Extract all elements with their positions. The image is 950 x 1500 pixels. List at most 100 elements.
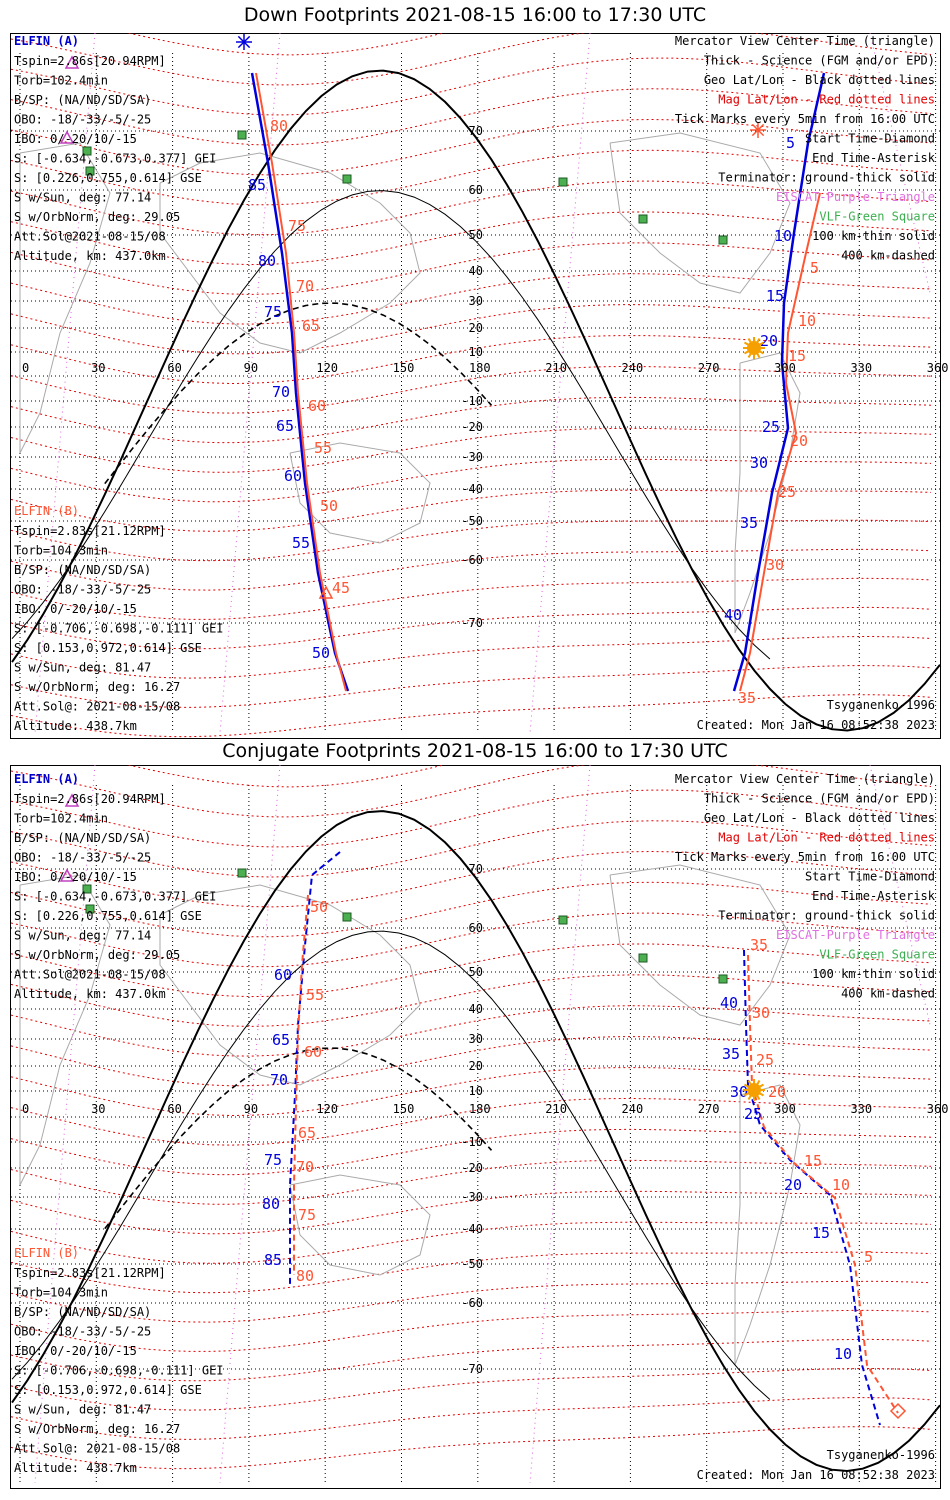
lon-tick-label: 330 — [850, 361, 872, 375]
elfin-b-info-line: Tspin=2.83s[21.12RPM] — [14, 1266, 166, 1280]
lon-tick-label: 150 — [393, 361, 415, 375]
mag-latitude-line — [10, 427, 932, 473]
svg-text:35: 35 — [738, 689, 756, 707]
map-frame — [10, 765, 941, 1489]
terminator-400km — [104, 1047, 493, 1230]
elfin-b-info-line: S: [-0.706,-0.698,-0.111] GEI — [14, 622, 224, 636]
lat-tick-label: -50 — [461, 1257, 483, 1271]
elfin-a-info-line: Att.Sol@2021-08-15/08 — [14, 968, 166, 982]
mag-latitude-line — [10, 519, 932, 562]
vlf-station-square — [342, 174, 352, 184]
coastline — [159, 884, 421, 1086]
legend-entry: VLF-Green Square — [819, 948, 935, 962]
end-time-asterisk-b — [750, 122, 766, 138]
svg-text:70: 70 — [270, 1071, 288, 1089]
created-timestamp: Created: Mon Jan 16 08:52:38 2023 — [697, 1468, 935, 1482]
vlf-station-square — [342, 912, 352, 922]
lat-tick-label: -40 — [461, 1222, 483, 1236]
elfin-a-info-line: Torb=102.4min — [14, 74, 108, 88]
lon-tick-label: 240 — [622, 1102, 644, 1116]
lat-tick-label: -50 — [461, 514, 483, 528]
lat-tick-label: -70 — [461, 1362, 483, 1376]
lat-tick-label: 30 — [469, 294, 483, 308]
lon-tick-label: 240 — [622, 361, 644, 375]
vlf-station-square — [718, 235, 728, 245]
svg-text:30: 30 — [730, 1083, 748, 1101]
mag-meridian-line — [219, 33, 281, 734]
elfin-a-info-line: Tspin=2.86s[20.94RPM] — [14, 54, 166, 68]
elfin-b-info-line: S w/Sun, deg: 81.47 — [14, 661, 151, 675]
lat-tick-label: 50 — [469, 965, 483, 979]
lon-tick-label: 60 — [167, 361, 181, 375]
lon-tick-label: 210 — [545, 1102, 567, 1116]
svg-text:80: 80 — [270, 117, 288, 135]
lat-tick-label: -70 — [461, 616, 483, 630]
elfin-a-info-line: IBO: 0/-20/10/-15 — [14, 132, 137, 146]
eiscat-triangle — [59, 868, 75, 882]
mag-latitude-line — [10, 912, 932, 968]
asterisk-stroke — [237, 35, 251, 49]
mag-latitude-line — [10, 1097, 932, 1146]
model-label: Tsyganenko-1996 — [827, 1448, 935, 1462]
elfin-a-info-line: Altitude, km: 437.0km — [14, 987, 166, 1001]
mag-latitude-line — [10, 789, 932, 848]
mag-latitude-line — [10, 548, 932, 591]
elfin-b-info-line: Torb=104.3min — [14, 544, 108, 558]
elfin-a-conjugate-track-east — [743, 949, 881, 1426]
svg-text:85: 85 — [264, 1251, 282, 1269]
lat-tick-label: 10 — [469, 345, 483, 359]
lon-tick-label: 60 — [167, 1102, 181, 1116]
end-time-asterisk-a — [236, 34, 252, 50]
elfin-a-track-east — [732, 72, 826, 692]
svg-text:60: 60 — [274, 966, 292, 984]
mag-latitude-line — [10, 396, 932, 444]
lat-tick-label: 50 — [469, 228, 483, 242]
lon-tick-label: 30 — [91, 1102, 105, 1116]
svg-text:30: 30 — [752, 1004, 770, 1022]
mag-meridian-line — [34, 33, 96, 734]
lat-tick-label: 10 — [469, 1084, 483, 1098]
svg-text:65: 65 — [298, 1124, 316, 1142]
coastline — [609, 132, 791, 294]
lon-tick-label: 0 — [22, 1102, 29, 1116]
legend-entry: Start Time-Diamond — [805, 132, 935, 146]
lat-tick-label: 40 — [469, 1002, 483, 1016]
legend-entry: Geo Lat/Lon - Black dotted lines — [704, 73, 935, 87]
elfin-b-info-line: Altitude: 438.7km — [14, 1461, 137, 1475]
elfin-b-conjugate-track-west — [293, 894, 309, 1275]
mag-latitude-line — [126, 33, 446, 56]
mag-latitude-line — [10, 242, 932, 295]
lat-tick-label: 20 — [469, 1059, 483, 1073]
legend-entry: EISCAT-Purple Triangle — [776, 928, 935, 942]
lon-tick-label: 360 — [927, 361, 949, 375]
subsolar-sun-icon — [743, 337, 765, 359]
mag-latitude-line — [10, 57, 932, 116]
elfin-a-info-line: S: [0.226,0.755,0.614] GSE — [14, 909, 202, 923]
svg-text:25: 25 — [756, 1051, 774, 1069]
lon-tick-label: 180 — [469, 1102, 491, 1116]
svg-text:75: 75 — [264, 303, 282, 321]
svg-text:20: 20 — [760, 332, 778, 350]
asterisk-stroke — [751, 123, 765, 137]
svg-text:65: 65 — [272, 1031, 290, 1049]
elfin-b-info-line: IBO: 0/-20/10/-15 — [14, 1344, 137, 1358]
svg-text:55: 55 — [306, 986, 324, 1004]
mag-latitude-line — [10, 1367, 932, 1411]
lat-tick-label: -60 — [461, 1296, 483, 1310]
map-frame — [10, 33, 941, 739]
sun-disc — [747, 341, 761, 355]
legend-entry: Start Time-Diamond — [805, 870, 935, 884]
elfin-a-info-line: S: [0.226,0.755,0.614] GSE — [14, 171, 202, 185]
elfin-b-info-line: S: [0.153,0.972,0.614] GSE — [14, 641, 202, 655]
svg-text:35: 35 — [750, 936, 768, 954]
eiscat-triangle — [64, 55, 80, 69]
svg-text:75: 75 — [264, 1151, 282, 1169]
elfin-a-info-line: S w/Sun, deg: 77.14 — [14, 929, 151, 943]
svg-text:60: 60 — [304, 1043, 322, 1061]
lat-tick-label: -60 — [461, 553, 483, 567]
svg-text:50: 50 — [310, 898, 328, 916]
coastline — [734, 1084, 801, 1366]
lon-tick-label: 0 — [22, 361, 29, 375]
mag-latitude-line — [10, 1128, 932, 1176]
elfin-a-info-line: S: [-0.634,-0.673,0.377] GEI — [14, 152, 216, 166]
